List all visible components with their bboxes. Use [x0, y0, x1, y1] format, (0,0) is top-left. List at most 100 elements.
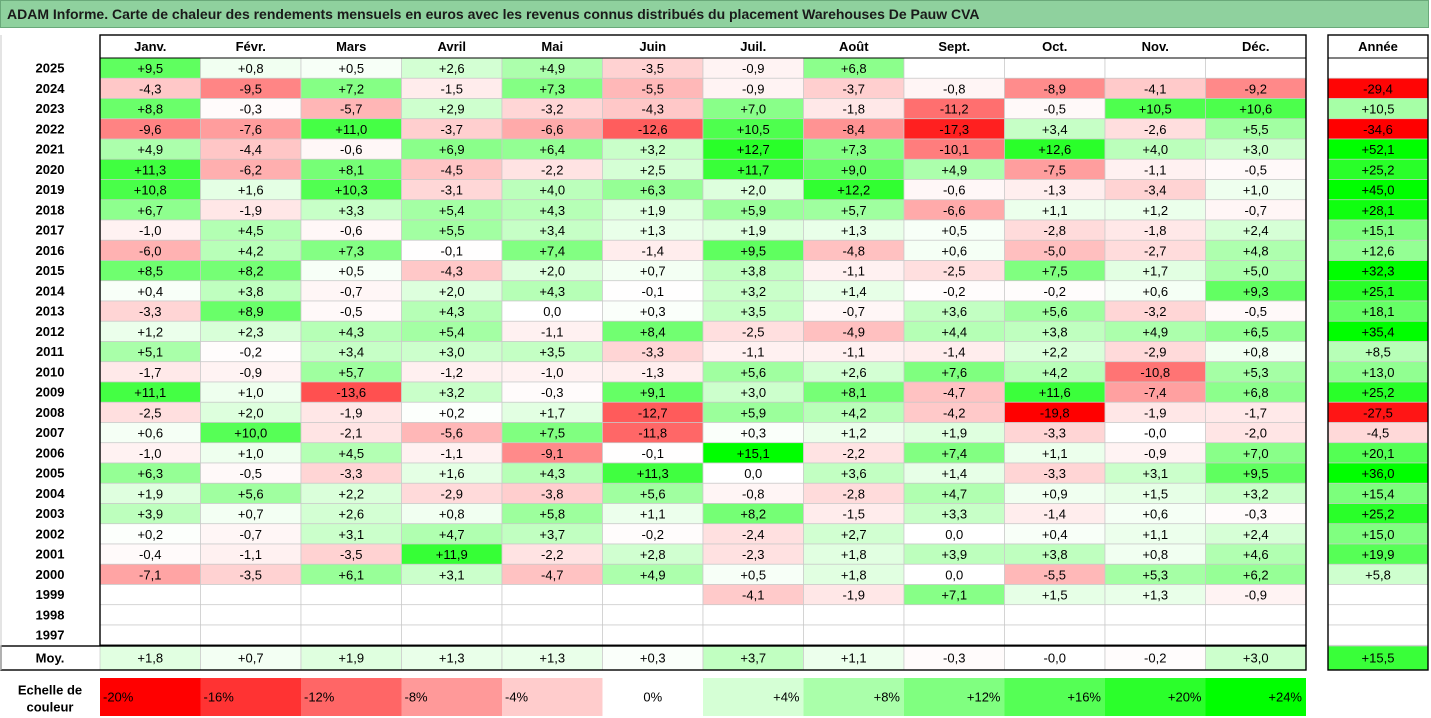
cell-value: +10,0: [234, 426, 267, 441]
cell-value: +6,8: [1243, 385, 1269, 400]
annual-value: +13,0: [1362, 365, 1395, 380]
cell-value: +5,8: [539, 507, 565, 522]
cell-value: -0,9: [742, 61, 764, 76]
heatmap-cell: [1205, 604, 1307, 626]
cell-value: -3,3: [139, 304, 161, 319]
average-cell: [99, 645, 201, 671]
cell-value: +6,8: [841, 61, 867, 76]
cell-value: +4,9: [640, 567, 666, 582]
cell-value: +2,5: [640, 162, 666, 177]
heatmap-cell: [1104, 604, 1206, 626]
cell-value: -1,1: [742, 345, 764, 360]
cell-value: +5,7: [338, 365, 364, 380]
month-header: Déc.: [1242, 39, 1269, 54]
cell-value: +8,1: [338, 162, 364, 177]
cell-value: +6,3: [137, 466, 163, 481]
cell-value: -1,4: [642, 243, 664, 258]
average-value: +0,7: [238, 651, 264, 666]
cell-value: +1,5: [1142, 486, 1168, 501]
cell-value: +7,3: [338, 243, 364, 258]
year-label: 2003: [36, 506, 65, 521]
annual-value: +25,1: [1362, 284, 1395, 299]
cell-value: -2,2: [541, 162, 563, 177]
year-label: 2022: [36, 121, 65, 136]
title-bar: ADAM Informe. Carte de chaleur des rende…: [0, 0, 1429, 28]
cell-value: -0,7: [843, 304, 865, 319]
cell-value: -11,8: [638, 426, 667, 441]
color-scale-label: Echelle de: [18, 683, 82, 698]
annual-value: +5,8: [1365, 567, 1391, 582]
cell-value: +1,4: [841, 284, 867, 299]
cell-value: 0,0: [945, 527, 963, 542]
cell-value: +2,0: [740, 183, 766, 198]
cell-value: +2,3: [238, 324, 264, 339]
cell-value: -0,0: [1144, 426, 1166, 441]
cell-value: +4,3: [539, 466, 565, 481]
cell-value: +4,0: [539, 183, 565, 198]
heatmap-cell: [200, 584, 302, 606]
color-scale-value: +16%: [1067, 690, 1101, 705]
year-label: 1997: [36, 628, 65, 643]
average-value: +0,3: [640, 651, 666, 666]
cell-value: -11,2: [940, 102, 969, 117]
cell-value: +12,6: [1038, 142, 1071, 157]
cell-value: -3,5: [340, 547, 362, 562]
color-scale-swatch: [703, 678, 804, 716]
average-value: +1,3: [439, 651, 465, 666]
color-scale-swatch: [1004, 678, 1105, 716]
cell-value: +1,8: [841, 547, 867, 562]
cell-value: -0,3: [1245, 507, 1267, 522]
color-scale-label: couleur: [27, 700, 74, 715]
color-scale-value: -16%: [204, 690, 235, 705]
cell-value: +1,3: [1142, 588, 1168, 603]
cell-value: -19,8: [1040, 405, 1070, 420]
cell-value: -1,9: [1144, 405, 1166, 420]
year-label: 2007: [36, 425, 65, 440]
heatmap-cell: [602, 604, 704, 626]
cell-value: -1,1: [240, 547, 262, 562]
cell-value: +10,3: [335, 183, 368, 198]
cell-value: -3,3: [1044, 426, 1066, 441]
year-label: 2001: [36, 547, 65, 562]
cell-value: +7,1: [941, 588, 967, 603]
cell-value: -4,3: [139, 81, 161, 96]
cell-value: +8,2: [740, 507, 766, 522]
cell-value: +5,9: [740, 203, 766, 218]
average-value: +1,1: [841, 651, 867, 666]
cell-value: +4,9: [137, 142, 163, 157]
annual-value: -29,4: [1363, 81, 1393, 96]
cell-value: +4,9: [539, 61, 565, 76]
heatmap-cell: [99, 584, 201, 606]
cell-value: +3,0: [740, 385, 766, 400]
cell-value: -1,5: [441, 81, 463, 96]
cell-value: +5,3: [1142, 567, 1168, 582]
cell-value: +8,9: [238, 304, 264, 319]
month-header: Juin: [639, 39, 666, 54]
cell-value: +3,8: [740, 264, 766, 279]
month-header: Sept.: [938, 39, 970, 54]
cell-value: -17,3: [939, 122, 969, 137]
heatmap-cell: [602, 584, 704, 606]
average-cell: [903, 645, 1005, 671]
heatmap-cell: [903, 604, 1005, 626]
cell-value: +1,9: [137, 486, 163, 501]
cell-value: +10,5: [737, 122, 770, 137]
cell-value: -10,8: [1140, 365, 1170, 380]
cell-value: -2,0: [1245, 426, 1267, 441]
annual-value: +12,6: [1362, 243, 1395, 258]
color-scale-swatch: [1205, 678, 1306, 716]
cell-value: +12,2: [837, 183, 870, 198]
cell-value: +3,4: [338, 345, 364, 360]
cell-value: -0,2: [240, 345, 262, 360]
cell-value: -4,7: [541, 567, 563, 582]
cell-value: -9,5: [240, 81, 262, 96]
annual-value: +8,5: [1365, 345, 1391, 360]
cell-value: +0,6: [137, 426, 163, 441]
cell-value: -0,2: [943, 284, 965, 299]
heatmap-cell: [702, 624, 804, 646]
cell-value: +11,3: [134, 162, 166, 177]
cell-value: -3,3: [642, 345, 664, 360]
cell-value: +1,6: [439, 466, 465, 481]
cell-value: +5,3: [1243, 365, 1269, 380]
cell-value: +10,8: [134, 183, 167, 198]
